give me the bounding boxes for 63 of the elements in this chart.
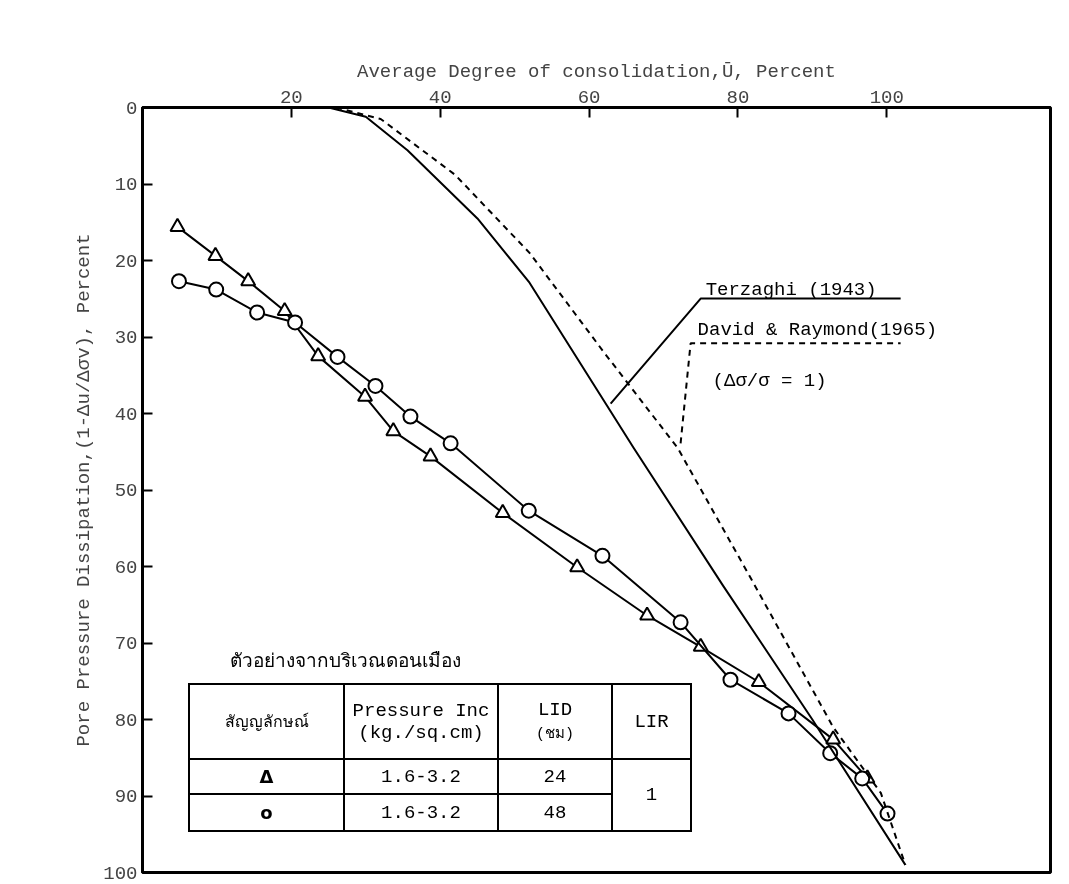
x-tick-label: 40 [428, 86, 452, 109]
y-tick-label: 0 [126, 97, 138, 120]
point [442, 435, 459, 452]
annotation: ตัวอย่างจากบริเวณดอนเมือง [230, 650, 461, 675]
point [170, 273, 187, 290]
annotation: 1 [612, 759, 691, 831]
point [208, 281, 225, 298]
annotation: LID [537, 698, 573, 721]
annotation: (Δσ/σ = 1) [712, 370, 827, 393]
annotation: 24 [498, 759, 612, 794]
point [329, 348, 346, 365]
y-tick-label: 80 [114, 709, 138, 732]
x-tick-label: 60 [577, 86, 601, 109]
annotation: 48 [498, 794, 612, 831]
point [276, 301, 293, 317]
point [722, 671, 739, 688]
annotation: Δ [189, 759, 344, 794]
point [367, 377, 384, 394]
point [639, 606, 656, 621]
y-tick-label: 50 [114, 480, 138, 502]
y-tick-label: 40 [114, 403, 138, 426]
point [825, 730, 842, 745]
annotation: สัญญลักษณ์ [189, 684, 344, 759]
point [249, 304, 266, 321]
point [780, 705, 797, 722]
point [287, 314, 304, 331]
y-tick-label: 70 [114, 633, 138, 655]
annotation: David & Raymond(1965) [697, 319, 938, 342]
point [520, 502, 537, 519]
point [207, 246, 224, 261]
y-tick-label: 30 [114, 327, 138, 349]
annotation: 1.6-3.2 [344, 759, 498, 794]
y-tick-label: 20 [114, 250, 138, 273]
point [422, 447, 439, 462]
point [494, 503, 511, 518]
point [750, 672, 767, 688]
y-tick-label: 100 [103, 862, 138, 884]
annotation: o [189, 794, 344, 831]
x-tick-label: 100 [869, 86, 904, 109]
point [240, 272, 257, 287]
annotation: 1.6-3.2 [344, 794, 498, 831]
annotation: Pressure Inc [352, 699, 490, 722]
point [854, 770, 871, 787]
point [385, 422, 402, 437]
y-axis-title: Pore Pressure Dissipation,(1-Δu/Δσv), Percent [73, 233, 96, 747]
x-axis-title: Average Degree of consolidation,Ū, Percent [357, 60, 836, 83]
y-tick-label: 90 [114, 786, 138, 808]
point [879, 805, 896, 822]
annotation: LIR [612, 684, 691, 759]
annotation: (ชม) [535, 725, 574, 743]
point [569, 558, 586, 573]
y-tick-label: 60 [114, 556, 138, 579]
x-tick-label: 20 [279, 86, 303, 109]
annotation: Terzaghi (1943) [705, 278, 877, 301]
point [310, 347, 327, 362]
x-tick-label: 80 [726, 86, 750, 109]
annotation: (kg./sq.cm) [358, 721, 484, 744]
point [402, 408, 419, 425]
point [169, 217, 186, 232]
point [672, 614, 689, 631]
point [357, 387, 374, 402]
point [594, 547, 611, 564]
y-tick-label: 10 [114, 174, 138, 196]
